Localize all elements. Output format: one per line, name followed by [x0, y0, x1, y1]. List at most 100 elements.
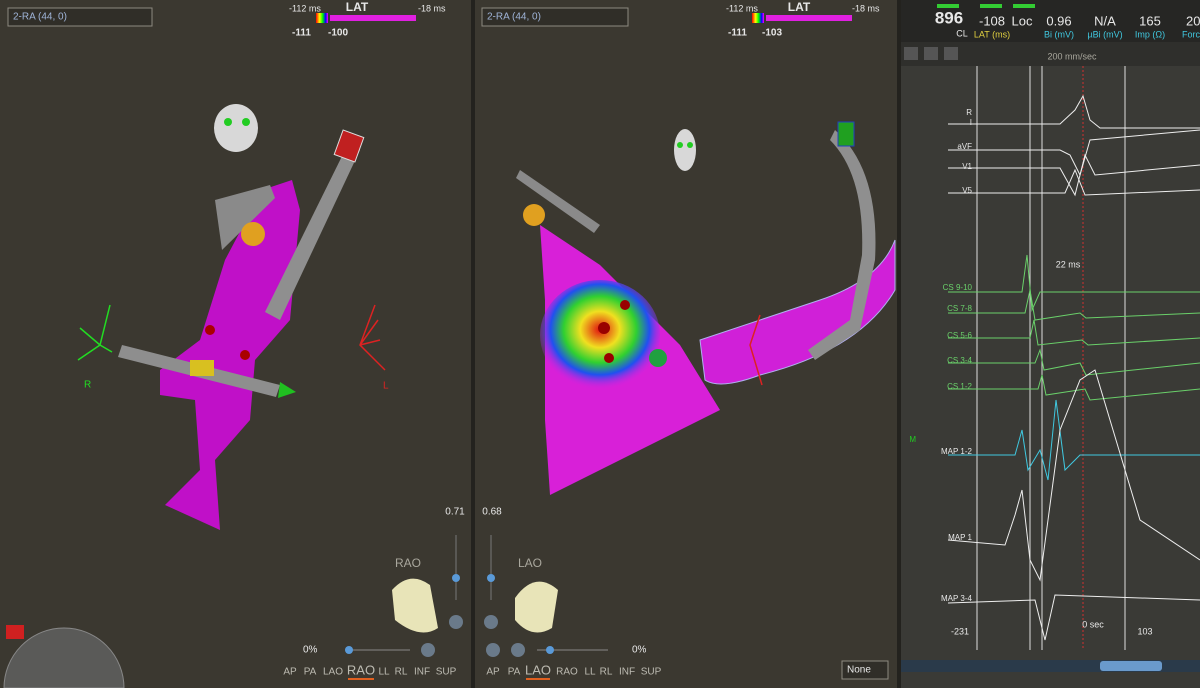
view-icon[interactable]	[511, 643, 525, 657]
channel-label: CS 5-6	[947, 331, 972, 340]
trace	[948, 374, 1200, 401]
scroll-thumb[interactable]	[1100, 661, 1162, 671]
zoom-value: 0.71	[445, 507, 465, 518]
trace	[948, 94, 1200, 129]
channel-label: CS 7-8	[947, 304, 972, 313]
catheter-tip	[837, 121, 855, 147]
map-name: 2-RA (44, 0)	[487, 12, 541, 23]
head-eye	[224, 118, 232, 126]
time-label: -231	[951, 626, 969, 636]
orientation-label: RAO	[395, 556, 421, 570]
divider	[897, 0, 901, 688]
map-dropdown[interactable]	[7, 7, 153, 27]
view-button[interactable]: SUP	[641, 667, 662, 678]
marker	[205, 325, 215, 335]
activation-map	[540, 280, 660, 390]
trace	[948, 399, 1200, 481]
readout-value: Loc	[1012, 13, 1033, 28]
sweep-speed: 200 mm/sec	[1047, 51, 1097, 61]
interval: 22 ms	[1056, 259, 1081, 269]
tool-button[interactable]	[924, 47, 938, 60]
trace	[948, 153, 1200, 197]
readout-value: 896	[935, 8, 963, 27]
navigation-compass[interactable]	[3, 627, 125, 688]
anatomy	[699, 239, 896, 385]
channel-label: I	[970, 118, 972, 127]
view-button-active[interactable]: LAO	[525, 662, 551, 677]
view-button[interactable]: PA	[508, 667, 521, 678]
view-button[interactable]: PA	[304, 667, 317, 678]
opacity-thumb[interactable]	[546, 646, 554, 654]
axis-arrow	[77, 304, 113, 361]
view-icon[interactable]	[449, 615, 463, 629]
status-led	[980, 4, 1002, 8]
opacity-value: 0%	[632, 645, 647, 656]
compass-icon[interactable]	[6, 625, 24, 639]
lat-low: -111	[292, 28, 311, 39]
axis-arrow	[359, 304, 386, 371]
head-eye	[242, 118, 250, 126]
filter-dropdown[interactable]	[841, 660, 889, 680]
axis-label: R	[84, 380, 91, 391]
head-icon	[674, 129, 696, 171]
opacity-thumb[interactable]	[345, 646, 353, 654]
heart-icon	[515, 581, 558, 633]
marker	[620, 300, 630, 310]
orientation-label: LAO	[518, 556, 542, 570]
map-name: 2-RA (44, 0)	[13, 12, 67, 23]
view-button[interactable]: INF	[619, 667, 635, 678]
channel-label: aVF	[957, 142, 972, 151]
view-icon[interactable]	[486, 643, 500, 657]
view-button[interactable]: RAO	[556, 667, 578, 678]
catheter	[265, 140, 360, 320]
lat-colorbar	[330, 15, 416, 21]
view-button[interactable]: RL	[600, 667, 613, 678]
trace	[947, 369, 1200, 582]
marker	[598, 322, 610, 334]
trace	[948, 289, 1200, 321]
view-button[interactable]: LAO	[323, 667, 343, 678]
view-icon[interactable]	[421, 643, 435, 657]
zoom-value: 0.68	[482, 507, 502, 518]
view-button[interactable]: RL	[395, 667, 408, 678]
trace	[948, 129, 1200, 177]
catheter-tip	[190, 360, 214, 376]
view-button[interactable]: SUP	[436, 667, 457, 678]
channel-label: V1	[962, 162, 972, 171]
lat-title: LAT	[788, 0, 811, 14]
channel-label: M	[909, 435, 916, 444]
view-button[interactable]: INF	[414, 667, 430, 678]
lat-min: -112 ms	[289, 3, 321, 13]
view-button[interactable]: AP	[486, 667, 500, 678]
trace	[948, 348, 1200, 376]
lat-max: -18 ms	[418, 3, 446, 13]
view-button[interactable]: LL	[378, 667, 390, 678]
anatomy	[160, 180, 300, 530]
readout-label: µBi (mV)	[1087, 29, 1122, 39]
readout-label: LAT (ms)	[974, 29, 1010, 39]
axis-arrow	[749, 314, 763, 386]
head-eye	[687, 142, 693, 148]
head-icon	[214, 104, 258, 152]
readout-value: -108	[979, 13, 1005, 28]
view-button[interactable]: LL	[584, 667, 596, 678]
divider	[471, 0, 475, 688]
lat-colorbar	[766, 15, 852, 21]
time-label: 0 sec	[1082, 619, 1104, 629]
status-led	[937, 4, 959, 8]
zoom-thumb[interactable]	[452, 574, 460, 582]
trace	[948, 254, 1200, 312]
view-button[interactable]: AP	[283, 667, 297, 678]
channel-label: CS 3-4	[947, 356, 972, 365]
view-button-active[interactable]: RAO	[347, 662, 375, 677]
trace	[948, 319, 1200, 346]
tool-button[interactable]	[944, 47, 958, 60]
head-eye	[677, 142, 683, 148]
lat-colorbar	[752, 13, 764, 23]
tool-button[interactable]	[904, 47, 918, 60]
view-icon[interactable]	[484, 615, 498, 629]
trace	[947, 594, 1200, 641]
map-dropdown[interactable]	[481, 7, 629, 27]
zoom-thumb[interactable]	[487, 574, 495, 582]
